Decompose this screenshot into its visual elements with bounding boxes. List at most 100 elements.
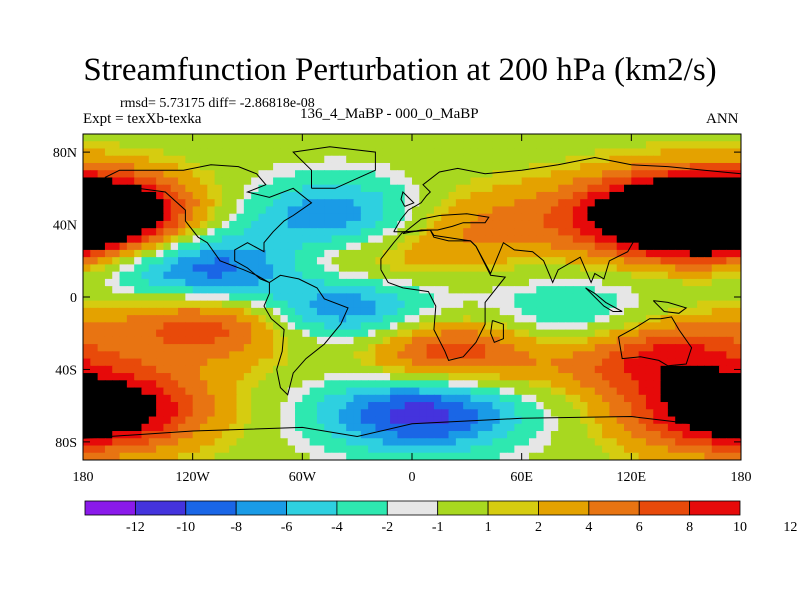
field-cell [243,278,252,287]
field-cell [148,199,157,208]
field-cell [221,452,230,460]
field-cell [719,336,727,345]
field-cell [419,402,428,410]
field-cell [309,300,318,309]
field-cell [185,358,194,367]
field-cell [243,141,252,150]
field-cell [295,141,303,150]
field-cell [134,409,143,418]
field-cell [214,242,223,251]
field-cell [185,162,194,171]
field-cell [295,177,303,186]
field-cell [390,184,398,193]
field-cell [550,409,559,418]
field-cell [485,199,494,208]
field-cell [536,431,545,439]
field-cell [185,213,194,222]
field-cell [697,351,706,360]
field-cell [207,409,216,418]
field-cell [236,358,245,367]
field-cell [441,249,450,258]
field-cell [338,344,347,352]
colorbar-label: 6 [636,520,643,535]
field-cell [667,184,676,193]
field-cell [426,322,435,331]
field-cell [258,286,267,294]
field-cell [448,134,457,142]
field-cell [126,380,135,389]
field-cell [104,394,113,403]
field-cell [433,206,442,215]
field-cell [112,365,121,374]
field-cell [667,148,676,157]
field-cell [382,380,391,389]
field-cell [375,380,384,389]
field-cell [97,322,106,331]
field-cell [704,402,713,410]
field-cell [331,431,340,439]
field-cell [499,162,508,171]
field-cell [572,235,581,244]
field-cell [726,148,735,157]
field-cell [382,365,391,374]
field-cell [207,170,216,179]
field-cell [251,141,260,150]
field-cell [719,380,727,389]
field-cell [689,365,698,374]
field-cell [631,351,640,360]
field-cell [704,293,713,302]
field-cell [682,387,691,396]
field-cell [719,322,727,331]
field-cell [499,206,508,215]
field-cell [543,402,552,410]
field-cell [689,141,698,150]
field-cell [412,452,420,460]
field-cell [594,329,603,338]
field-cell [594,394,603,403]
field-cell [119,431,128,439]
field-cell [463,315,472,323]
field-cell [419,394,428,403]
field-cell [733,402,741,410]
field-cell [207,177,216,186]
field-cell [302,431,311,439]
field-cell [719,409,727,418]
field-cell [302,141,311,150]
field-cell [624,300,632,309]
field-cell [360,402,369,410]
field-cell [463,373,472,381]
field-cell [653,162,662,171]
field-cell [412,148,420,157]
field-cell [624,148,632,157]
field-cell [302,213,311,222]
field-cell [404,322,413,331]
field-cell [667,206,676,215]
field-cell [594,336,603,345]
field-cell [148,438,157,447]
field-cell [536,445,545,454]
colorbar-label: 4 [585,520,592,535]
field-cell [192,423,201,432]
field-cell [97,409,106,418]
field-cell [163,365,172,374]
field-cell [397,213,406,222]
field-cell [645,191,654,200]
field-cell [199,264,208,273]
field-cell [229,452,238,460]
field-cell [83,191,91,200]
field-cell [273,220,281,229]
field-cell [455,242,464,251]
field-cell [528,206,537,215]
field-cell [631,344,640,352]
field-cell [492,249,501,258]
field-cell [112,351,121,360]
field-cell [719,402,727,410]
field-cell [236,394,245,403]
field-cell [214,431,223,439]
field-cell [609,235,618,244]
field-cell [404,177,413,186]
field-cell [594,300,603,309]
field-cell [170,402,179,410]
field-cell [521,278,530,287]
field-cell [689,257,698,265]
